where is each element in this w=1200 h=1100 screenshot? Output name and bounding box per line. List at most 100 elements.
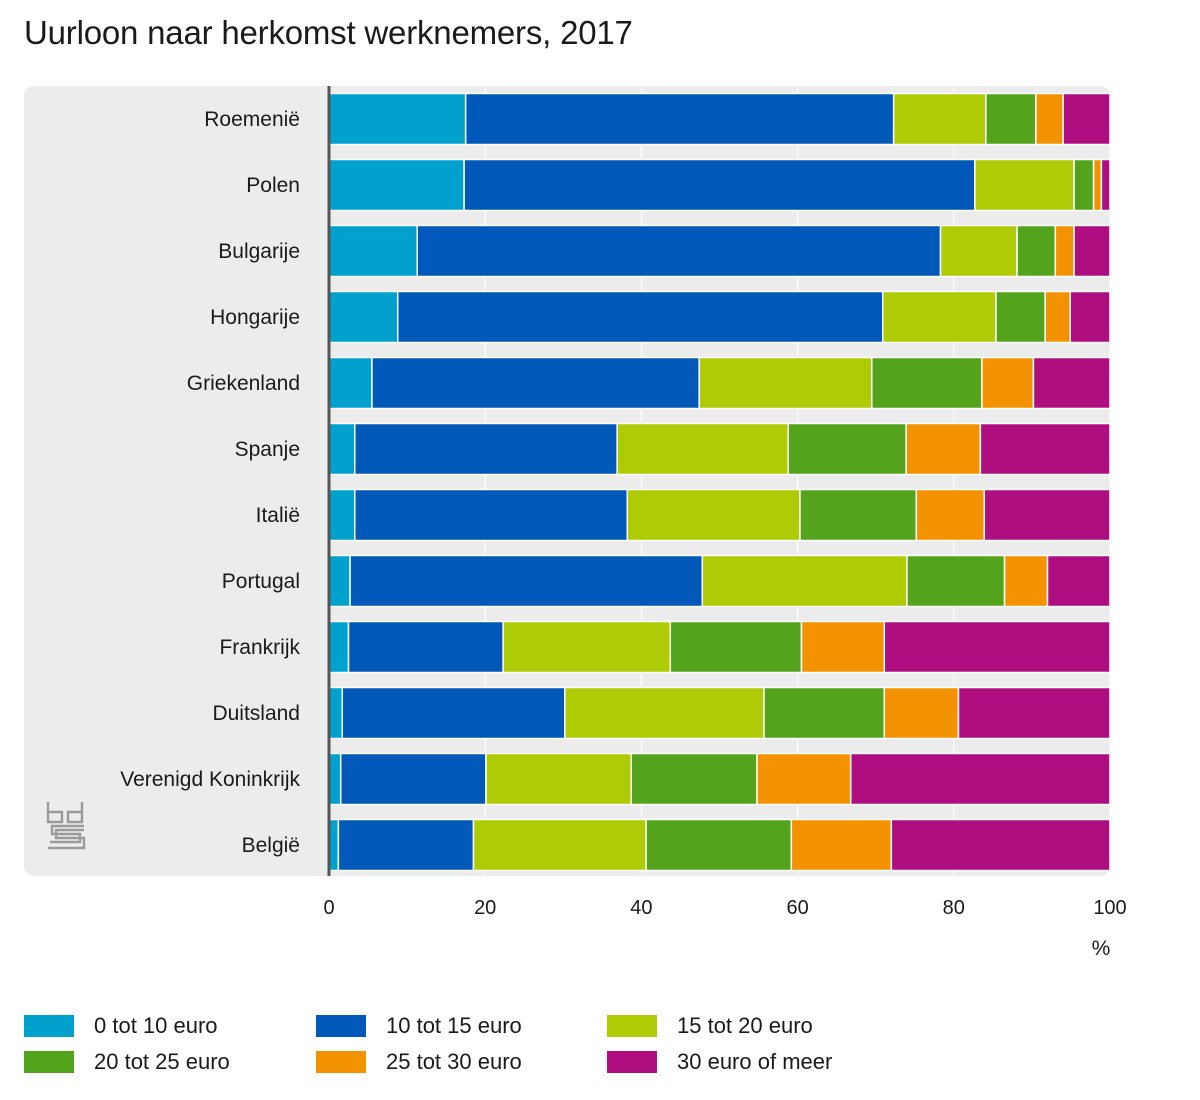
chart-panel-background (24, 86, 1110, 876)
bar-segment (763, 686, 886, 740)
bar-segment (1003, 554, 1049, 608)
legend-item: 10 tot 15 euro (316, 1012, 522, 1040)
bar-segment (939, 224, 1018, 278)
legend-label: 10 tot 15 euro (386, 1013, 522, 1038)
bar-segment (339, 752, 487, 806)
bar-segment (349, 554, 704, 608)
x-tick-label: 60 (786, 897, 808, 919)
bar-segment (328, 224, 419, 278)
category-label: Spanje (235, 438, 300, 461)
chart-plot: Roemenië Polen Bulgarije Hongarije Griekenla… (24, 86, 1127, 960)
bar-segment (701, 554, 908, 608)
legend-item: 0 tot 10 euro (24, 1012, 218, 1040)
bar-segment (396, 290, 884, 344)
bar-segment (328, 158, 465, 212)
bar-segment (1073, 158, 1095, 212)
bar-segment (328, 290, 399, 344)
legend-label: 20 tot 25 euro (94, 1049, 230, 1074)
x-tick-label: 20 (474, 897, 496, 919)
bar-segment (1054, 224, 1075, 278)
bar-segment (1032, 356, 1111, 410)
bar-segment (974, 158, 1075, 212)
bar-segment (790, 818, 893, 872)
bar-segment (328, 422, 356, 476)
bar-segment (354, 422, 618, 476)
category-label: Polen (246, 174, 300, 197)
bar-segment (328, 686, 344, 740)
legend-item: 30 euro of meer (607, 1048, 832, 1076)
bar-segment (485, 752, 632, 806)
bar-segment (669, 620, 803, 674)
bar-segment (328, 554, 351, 608)
bars-group (328, 92, 1111, 872)
bar-segment (341, 686, 566, 740)
bar-segment (1073, 224, 1111, 278)
legend-label: 15 tot 20 euro (677, 1013, 813, 1038)
bar-segment (626, 488, 801, 542)
bar-segment (1046, 554, 1111, 608)
cbs-logo-icon (46, 800, 86, 857)
legend-item: 20 tot 25 euro (24, 1048, 230, 1076)
x-tick-label: 80 (943, 897, 965, 919)
category-label: Hongarije (210, 306, 300, 329)
category-label: Frankrijk (219, 636, 300, 659)
bar-segment (416, 224, 942, 278)
bar-segment (502, 620, 672, 674)
bar-segment (1092, 158, 1103, 212)
bar-segment (328, 488, 356, 542)
bar-segment (630, 752, 758, 806)
bar-segment (881, 290, 997, 344)
bar-segment (337, 818, 475, 872)
legend-item: 15 tot 20 euro (607, 1012, 813, 1040)
bar-segment (564, 686, 765, 740)
legend-swatch (24, 1015, 74, 1037)
bar-segment (957, 686, 1111, 740)
category-label: Griekenland (187, 372, 300, 395)
bar-segment (1069, 290, 1111, 344)
legend-label: 25 tot 30 euro (386, 1049, 522, 1074)
bar-segment (883, 686, 960, 740)
legend-swatch (607, 1051, 657, 1073)
bar-segment (464, 92, 895, 146)
bar-segment (849, 752, 1111, 806)
legend-swatch (316, 1051, 366, 1073)
bar-segment (328, 356, 373, 410)
x-tick-label: 0 (323, 897, 334, 919)
bar-segment (756, 752, 852, 806)
bar-segment (1035, 92, 1064, 146)
legend-swatch (24, 1051, 74, 1073)
bar-segment (354, 488, 629, 542)
x-axis-label: % (1092, 937, 1111, 960)
bar-segment (995, 290, 1046, 344)
bar-segment (371, 356, 700, 410)
category-label: Roemenië (204, 108, 300, 131)
grid-lines (484, 86, 1111, 878)
bar-segment (1016, 224, 1057, 278)
legend-label: 0 tot 10 euro (94, 1013, 218, 1038)
category-labels: Roemenië Polen Bulgarije Hongarije Griekenla… (120, 108, 300, 857)
category-label: Duitsland (212, 702, 300, 725)
bar-segment (871, 356, 983, 410)
bar-segment (463, 158, 976, 212)
bar-segment (981, 356, 1035, 410)
legend-swatch (316, 1015, 366, 1037)
bar-segment (892, 92, 987, 146)
category-label: Italië (256, 504, 300, 527)
x-tick-labels: 0 20 40 60 80 100 (323, 897, 1126, 919)
x-tick-label: 40 (630, 897, 652, 919)
x-tick-label: 100 (1093, 897, 1126, 919)
bar-segment (616, 422, 789, 476)
category-label: Bulgarije (218, 240, 300, 263)
bar-segment (915, 488, 986, 542)
bar-segment (472, 818, 647, 872)
category-label: Verenigd Koninkrijk (120, 768, 300, 791)
bar-segment (905, 422, 982, 476)
bar-segment (800, 620, 886, 674)
chart-title: Uurloon naar herkomst werknemers, 2017 (24, 14, 633, 51)
bar-segment (1100, 158, 1111, 212)
bar-segment (328, 752, 342, 806)
bar-segment (347, 620, 504, 674)
bar-segment (1044, 290, 1071, 344)
bar-segment (985, 92, 1037, 146)
bar-segment (787, 422, 907, 476)
